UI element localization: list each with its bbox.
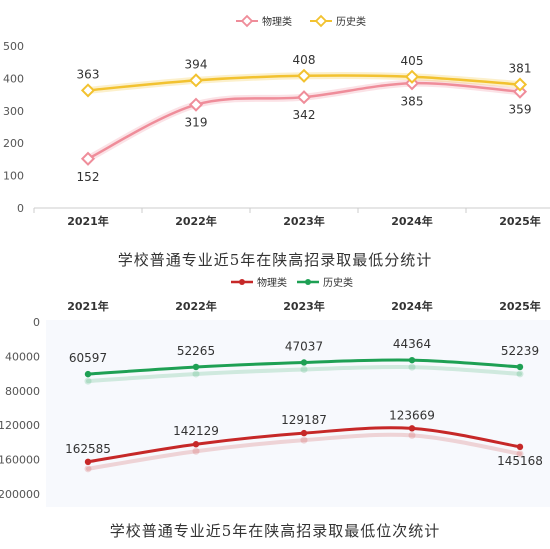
legend-label: 历史类 <box>336 15 366 28</box>
data-point-shadow <box>84 377 92 385</box>
y-tick-label: 200000 <box>0 488 40 501</box>
data-point <box>300 429 308 437</box>
y-tick-label: 120000 <box>0 419 40 432</box>
data-point <box>404 69 420 84</box>
x-tick-label: 2022年 <box>175 214 217 228</box>
data-point <box>300 359 308 366</box>
legend-marker <box>239 279 245 285</box>
data-point-shadow <box>300 365 308 373</box>
x-tick-label: 2023年 <box>283 299 325 313</box>
data-point <box>516 363 524 371</box>
y-tick-label: 0 <box>33 316 40 329</box>
data-point <box>84 458 92 466</box>
data-label: 47037 <box>285 339 323 353</box>
data-point <box>192 441 200 448</box>
data-label: 44364 <box>393 337 431 351</box>
data-point <box>516 443 524 451</box>
y-tick-label: 160000 <box>0 454 40 467</box>
data-label: 342 <box>293 108 316 122</box>
data-label: 52239 <box>501 344 539 358</box>
legend-label: 历史类 <box>323 276 353 289</box>
data-label: 408 <box>293 53 316 67</box>
data-point <box>408 425 416 432</box>
data-point-shadow <box>300 436 308 444</box>
legend-marker <box>305 279 311 285</box>
rank-chart: 物理类 历史类 2021年 2022年 2023年 2024年 2025年 0 40000 800… <box>0 276 550 507</box>
data-point <box>80 83 96 98</box>
data-point <box>512 77 528 92</box>
series-shadow <box>86 432 522 471</box>
y-tick-label: 100 <box>3 170 24 183</box>
x-tick-label: 2025年 <box>499 299 541 313</box>
y-tick-label: 500 <box>3 40 24 53</box>
rank-chart-caption: 学校普通专业近5年在陕高招录取最低位次统计 <box>109 522 441 540</box>
data-label: 363 <box>77 67 100 81</box>
data-point-shadow <box>192 447 200 455</box>
y-tick-label: 300 <box>3 105 24 118</box>
legend-marker <box>240 14 254 28</box>
data-label: 394 <box>185 57 208 71</box>
series-shadow <box>86 364 522 384</box>
data-point <box>188 97 204 112</box>
x-tick-label: 2024年 <box>391 299 433 313</box>
data-label: 162585 <box>65 442 111 456</box>
legend-marker <box>314 14 328 28</box>
data-point-shadow <box>516 370 524 378</box>
data-point <box>84 370 92 378</box>
data-label: 145168 <box>497 454 543 468</box>
data-label: 123669 <box>389 408 435 422</box>
legend-label: 物理类 <box>262 15 292 28</box>
data-label: 142129 <box>173 424 219 438</box>
data-point <box>512 84 528 99</box>
data-point <box>296 90 312 105</box>
data-point <box>192 363 200 371</box>
score-chart-caption: 学校普通专业近5年在陕高招录取最低分统计 <box>117 251 433 269</box>
legend: 物理类 历史类 <box>236 14 366 28</box>
data-label: 152 <box>77 170 100 184</box>
legend: 物理类 历史类 <box>231 276 353 289</box>
data-point-shadow <box>192 370 200 378</box>
legend-label: 物理类 <box>257 276 287 289</box>
x-tick-label: 2024年 <box>391 214 433 228</box>
data-label: 129187 <box>281 413 327 427</box>
data-label: 385 <box>401 94 424 108</box>
y-tick-label: 400 <box>3 72 24 85</box>
data-label: 52265 <box>177 344 215 358</box>
data-label: 60597 <box>69 351 107 365</box>
data-point <box>408 356 416 364</box>
plot-background <box>46 320 550 507</box>
x-tick-label: 2023年 <box>283 214 325 228</box>
data-point <box>80 151 96 166</box>
y-tick-label: 0 <box>17 202 24 215</box>
data-label: 405 <box>401 54 424 68</box>
x-tick-label: 2025年 <box>499 214 541 228</box>
data-label: 381 <box>509 62 532 76</box>
data-label: 319 <box>185 116 208 130</box>
data-point-shadow <box>408 431 416 439</box>
x-tick-label: 2021年 <box>67 214 109 228</box>
data-point-shadow <box>516 450 524 458</box>
y-tick-label: 40000 <box>5 350 40 363</box>
score-chart: 物理类 历史类 0 100 200 300 400 500 2021年 2022年 2023年 202… <box>3 14 550 228</box>
data-point-shadow <box>84 465 92 473</box>
data-point-shadow <box>408 363 416 371</box>
data-point <box>188 73 204 88</box>
data-point <box>296 68 312 83</box>
y-tick-label: 80000 <box>5 385 40 398</box>
y-tick-label: 200 <box>3 137 24 150</box>
data-label: 359 <box>509 103 532 117</box>
x-tick-label: 2022年 <box>175 299 217 313</box>
x-tick-label: 2021年 <box>67 299 109 313</box>
